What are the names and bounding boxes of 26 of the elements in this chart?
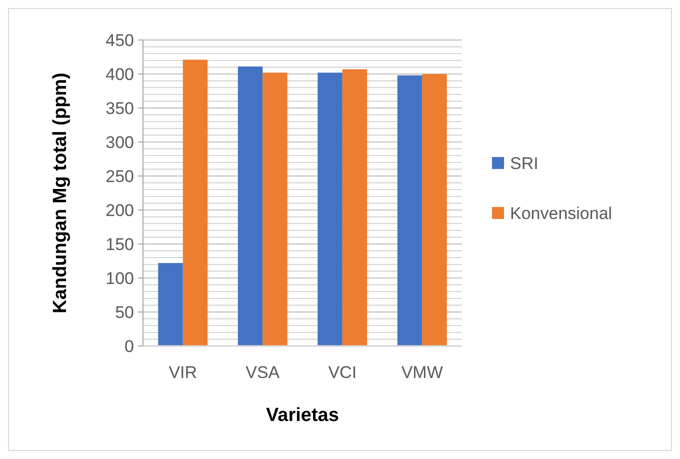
y-tick-label: 200 (106, 200, 134, 220)
x-tick-label: VCI (328, 363, 357, 382)
y-tick-label: 400 (106, 64, 134, 84)
bar (397, 75, 422, 346)
x-axis-title: Varietas (266, 405, 339, 426)
y-tick-label: 150 (106, 234, 134, 254)
legend-label: SRI (510, 154, 538, 173)
x-tick-label: VSA (246, 363, 280, 382)
bar (182, 60, 208, 346)
bar (262, 72, 288, 346)
y-tick-label: 300 (106, 132, 134, 152)
y-tick-label: 100 (106, 268, 134, 288)
bar (318, 72, 342, 346)
y-tick-label: 50 (115, 302, 134, 322)
bar (422, 74, 447, 346)
y-tick-label: 450 (106, 30, 134, 50)
y-axis-title: Kandungan Mg total (ppm) (50, 72, 71, 314)
legend-label: Konvensional (510, 204, 612, 223)
y-tick-label: 0 (124, 336, 134, 356)
bar (238, 66, 263, 346)
y-tick-label: 250 (106, 166, 134, 186)
y-tick-label: 350 (106, 98, 134, 118)
bar (158, 263, 183, 346)
x-tick-label: VMW (401, 363, 443, 382)
bar (342, 69, 368, 346)
x-tick-label: VIR (168, 363, 198, 382)
